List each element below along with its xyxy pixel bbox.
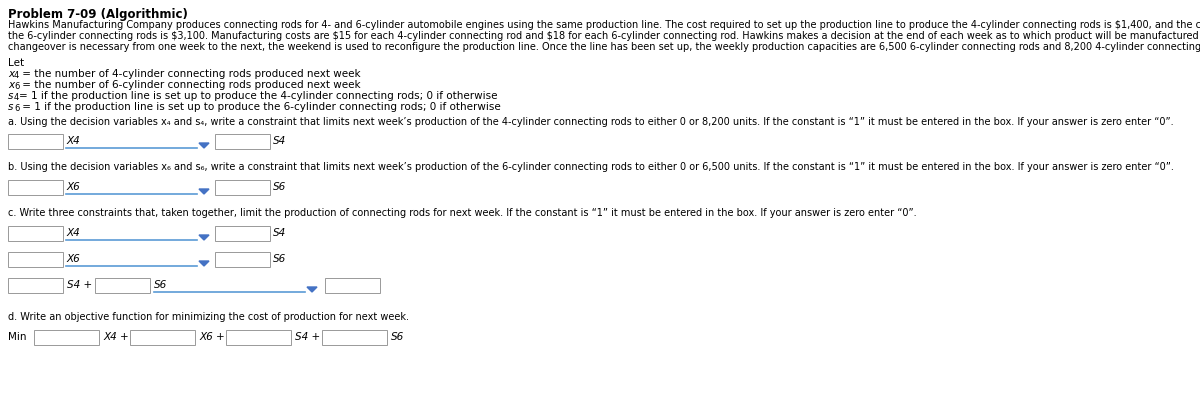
FancyBboxPatch shape (8, 134, 64, 149)
Polygon shape (199, 143, 209, 148)
FancyBboxPatch shape (215, 180, 270, 195)
Text: X6: X6 (66, 254, 79, 264)
Text: 4: 4 (14, 71, 19, 80)
Text: Let: Let (8, 58, 24, 68)
Text: S6: S6 (274, 182, 287, 192)
Polygon shape (307, 287, 317, 292)
Text: S6: S6 (391, 332, 404, 342)
FancyBboxPatch shape (130, 330, 194, 345)
Polygon shape (199, 189, 209, 194)
Text: the 6-cylinder connecting rods is $3,100. Manufacturing costs are $15 for each 4: the 6-cylinder connecting rods is $3,100… (8, 31, 1200, 41)
Text: Hawkins Manufacturing Company produces connecting rods for 4- and 6-cylinder aut: Hawkins Manufacturing Company produces c… (8, 20, 1200, 30)
Text: S6: S6 (154, 280, 167, 290)
FancyBboxPatch shape (34, 330, 98, 345)
Polygon shape (199, 235, 209, 240)
Text: X6 +: X6 + (199, 332, 224, 342)
Text: s: s (8, 102, 13, 112)
Text: S6: S6 (274, 254, 287, 264)
FancyBboxPatch shape (215, 226, 270, 241)
Text: = 1 if the production line is set up to produce the 6-cylinder connecting rods; : = 1 if the production line is set up to … (19, 102, 500, 112)
Text: S4 +: S4 + (295, 332, 320, 342)
FancyBboxPatch shape (322, 330, 386, 345)
FancyBboxPatch shape (215, 134, 270, 149)
Text: c. Write three constraints that, taken together, limit the production of connect: c. Write three constraints that, taken t… (8, 208, 917, 218)
FancyBboxPatch shape (226, 330, 292, 345)
Text: s: s (8, 91, 13, 101)
FancyBboxPatch shape (215, 252, 270, 267)
FancyBboxPatch shape (8, 180, 64, 195)
Text: x: x (8, 80, 14, 90)
Text: b. Using the decision variables x₆ and s₆, write a constraint that limits next w: b. Using the decision variables x₆ and s… (8, 162, 1174, 172)
FancyBboxPatch shape (325, 278, 380, 293)
FancyBboxPatch shape (8, 278, 64, 293)
Text: x: x (8, 69, 14, 79)
Text: X4: X4 (66, 136, 79, 146)
Text: = the number of 6-cylinder connecting rods produced next week: = the number of 6-cylinder connecting ro… (19, 80, 361, 90)
Text: 6: 6 (14, 104, 19, 113)
Text: S4: S4 (274, 136, 287, 146)
Text: 4: 4 (14, 93, 19, 102)
FancyBboxPatch shape (95, 278, 150, 293)
Text: S4 +: S4 + (67, 280, 92, 290)
Text: d. Write an objective function for minimizing the cost of production for next we: d. Write an objective function for minim… (8, 312, 409, 322)
Text: S4: S4 (274, 228, 287, 238)
Text: a. Using the decision variables x₄ and s₄, write a constraint that limits next w: a. Using the decision variables x₄ and s… (8, 117, 1174, 127)
Text: X6: X6 (66, 182, 79, 192)
FancyBboxPatch shape (8, 226, 64, 241)
Text: changeover is necessary from one week to the next, the weekend is used to reconf: changeover is necessary from one week to… (8, 42, 1200, 52)
Polygon shape (199, 261, 209, 266)
Text: Problem 7-09 (Algorithmic): Problem 7-09 (Algorithmic) (8, 8, 188, 21)
Text: X4 +: X4 + (103, 332, 128, 342)
FancyBboxPatch shape (8, 252, 64, 267)
Text: X4: X4 (66, 228, 79, 238)
Text: Min: Min (8, 332, 26, 342)
Text: = the number of 4-cylinder connecting rods produced next week: = the number of 4-cylinder connecting ro… (19, 69, 361, 79)
Text: = 1 if the production line is set up to produce the 4-cylinder connecting rods; : = 1 if the production line is set up to … (19, 91, 498, 101)
Text: 6: 6 (14, 82, 19, 91)
